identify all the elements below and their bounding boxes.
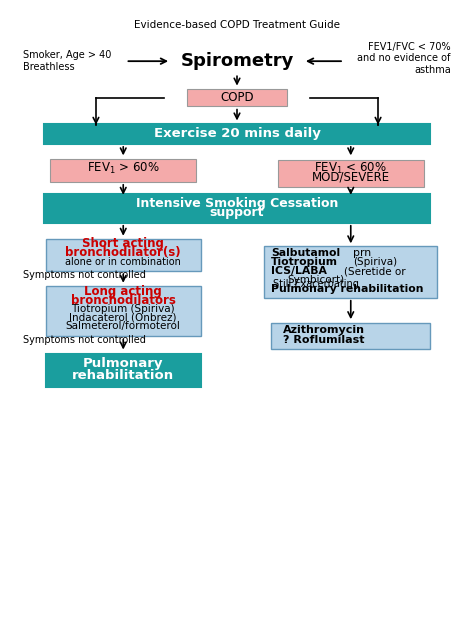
Text: Tiotropium: Tiotropium <box>271 257 338 267</box>
FancyBboxPatch shape <box>46 286 201 336</box>
Text: FEV1/FVC < 70%
and no evidence of
asthma: FEV1/FVC < 70% and no evidence of asthma <box>357 42 451 75</box>
Text: ? Roflumilast: ? Roflumilast <box>283 335 364 344</box>
Text: Pulmonary: Pulmonary <box>83 357 164 370</box>
Text: COPD: COPD <box>220 91 254 104</box>
Text: Smoker, Age > 40
Breathless: Smoker, Age > 40 Breathless <box>23 51 111 72</box>
FancyBboxPatch shape <box>44 194 430 222</box>
FancyBboxPatch shape <box>44 124 430 144</box>
Text: Pulmonary rehabilitation: Pulmonary rehabilitation <box>271 284 424 295</box>
Text: MOD/SEVERE: MOD/SEVERE <box>312 171 390 184</box>
Text: Azithromycin: Azithromycin <box>283 325 365 335</box>
Text: alone or in combination: alone or in combination <box>65 257 181 267</box>
Text: bronchodilators: bronchodilators <box>71 294 176 307</box>
Text: Salbutamol: Salbutamol <box>271 248 340 258</box>
Text: FEV$_1$ < 60%: FEV$_1$ < 60% <box>314 161 387 176</box>
FancyBboxPatch shape <box>187 89 287 106</box>
Text: Symptoms not controlled: Symptoms not controlled <box>23 335 146 345</box>
Text: Intensive Smoking Cessation: Intensive Smoking Cessation <box>136 197 338 210</box>
Text: Short acting: Short acting <box>82 237 164 250</box>
Text: Symbicort): Symbicort) <box>287 275 344 285</box>
Text: prn: prn <box>353 248 371 258</box>
FancyBboxPatch shape <box>46 240 201 271</box>
Text: Indacaterol (Onbrez): Indacaterol (Onbrez) <box>70 312 177 322</box>
Text: (Seretide or: (Seretide or <box>344 266 406 276</box>
Text: (Spiriva): (Spiriva) <box>353 257 397 267</box>
Text: FEV$_1$ > 60%: FEV$_1$ > 60% <box>87 161 160 176</box>
FancyBboxPatch shape <box>271 323 430 349</box>
Text: Evidence-based COPD Treatment Guide: Evidence-based COPD Treatment Guide <box>134 20 340 30</box>
Text: Tiotropium (Spiriva): Tiotropium (Spiriva) <box>72 305 175 314</box>
Text: Still Exacerbating: Still Exacerbating <box>273 279 359 289</box>
Text: Exercise 20 mins daily: Exercise 20 mins daily <box>154 128 320 140</box>
Text: support: support <box>210 206 264 219</box>
Text: Spirometry: Spirometry <box>180 52 294 70</box>
FancyBboxPatch shape <box>46 354 201 387</box>
FancyBboxPatch shape <box>50 159 196 182</box>
Text: Symptoms not controlled: Symptoms not controlled <box>23 270 146 280</box>
Text: bronchodilator(s): bronchodilator(s) <box>65 246 181 259</box>
Text: Salmeterol/formoterol: Salmeterol/formoterol <box>66 320 181 331</box>
FancyBboxPatch shape <box>264 246 437 298</box>
FancyBboxPatch shape <box>278 160 424 187</box>
Text: ICS/LABA: ICS/LABA <box>271 266 327 276</box>
Text: Long acting: Long acting <box>84 284 162 298</box>
Text: rehabilitation: rehabilitation <box>72 368 174 382</box>
